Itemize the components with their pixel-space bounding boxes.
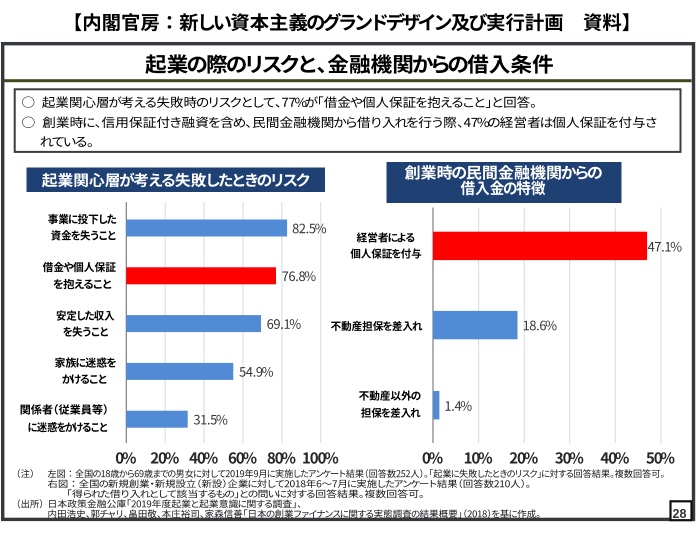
svg-text:28: 28 [673, 507, 687, 521]
